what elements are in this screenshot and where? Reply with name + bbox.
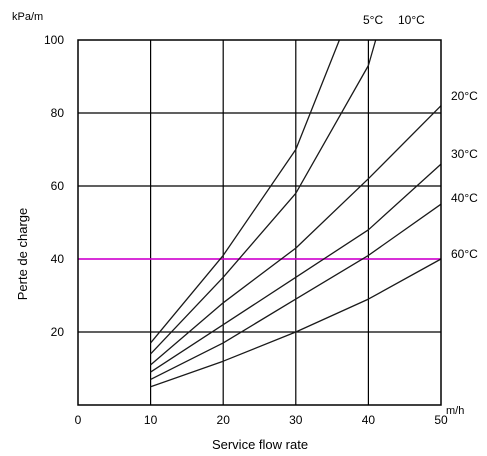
series-label-30c: 30°C <box>451 147 478 161</box>
series-label-5c: 5°C <box>363 13 383 27</box>
x-tick-label-0: 0 <box>75 413 82 427</box>
x-axis-title: Service flow rate <box>212 437 308 452</box>
series-line-20c <box>150 105 442 366</box>
plot-frame <box>77 39 442 406</box>
tick-labels: 0 10 20 30 40 50 20 40 60 80 100 <box>44 33 448 427</box>
y-tick-label-100: 100 <box>44 33 64 47</box>
x-tick-label-40: 40 <box>362 413 376 427</box>
y-tick-label-40: 40 <box>51 252 65 266</box>
series-label-20c: 20°C <box>451 89 478 103</box>
series-labels: 5°C 10°C 20°C 30°C 40°C 60°C <box>363 13 478 261</box>
series-label-40c: 40°C <box>451 191 478 205</box>
grid-lines <box>78 40 441 405</box>
series-line-10c <box>150 39 377 355</box>
y-tick-label-20: 20 <box>51 325 65 339</box>
x-unit-label: m/h <box>446 405 464 417</box>
x-tick-label-30: 30 <box>289 413 303 427</box>
y-tick-label-60: 60 <box>51 179 65 193</box>
x-tick-label-50: 50 <box>434 413 448 427</box>
series-line-5c <box>150 39 341 344</box>
y-tick-label-80: 80 <box>51 106 65 120</box>
x-tick-label-10: 10 <box>144 413 158 427</box>
series-label-60c: 60°C <box>451 247 478 261</box>
series-line-30c <box>150 163 442 373</box>
series-label-10c: 10°C <box>398 13 425 27</box>
series-lines <box>150 39 442 388</box>
y-axis-title: Perte de charge <box>15 208 30 301</box>
series-line-60c <box>150 258 442 388</box>
x-tick-label-20: 20 <box>217 413 231 427</box>
series-line-40c <box>150 203 442 380</box>
y-unit-label: kPa/m <box>12 11 43 23</box>
